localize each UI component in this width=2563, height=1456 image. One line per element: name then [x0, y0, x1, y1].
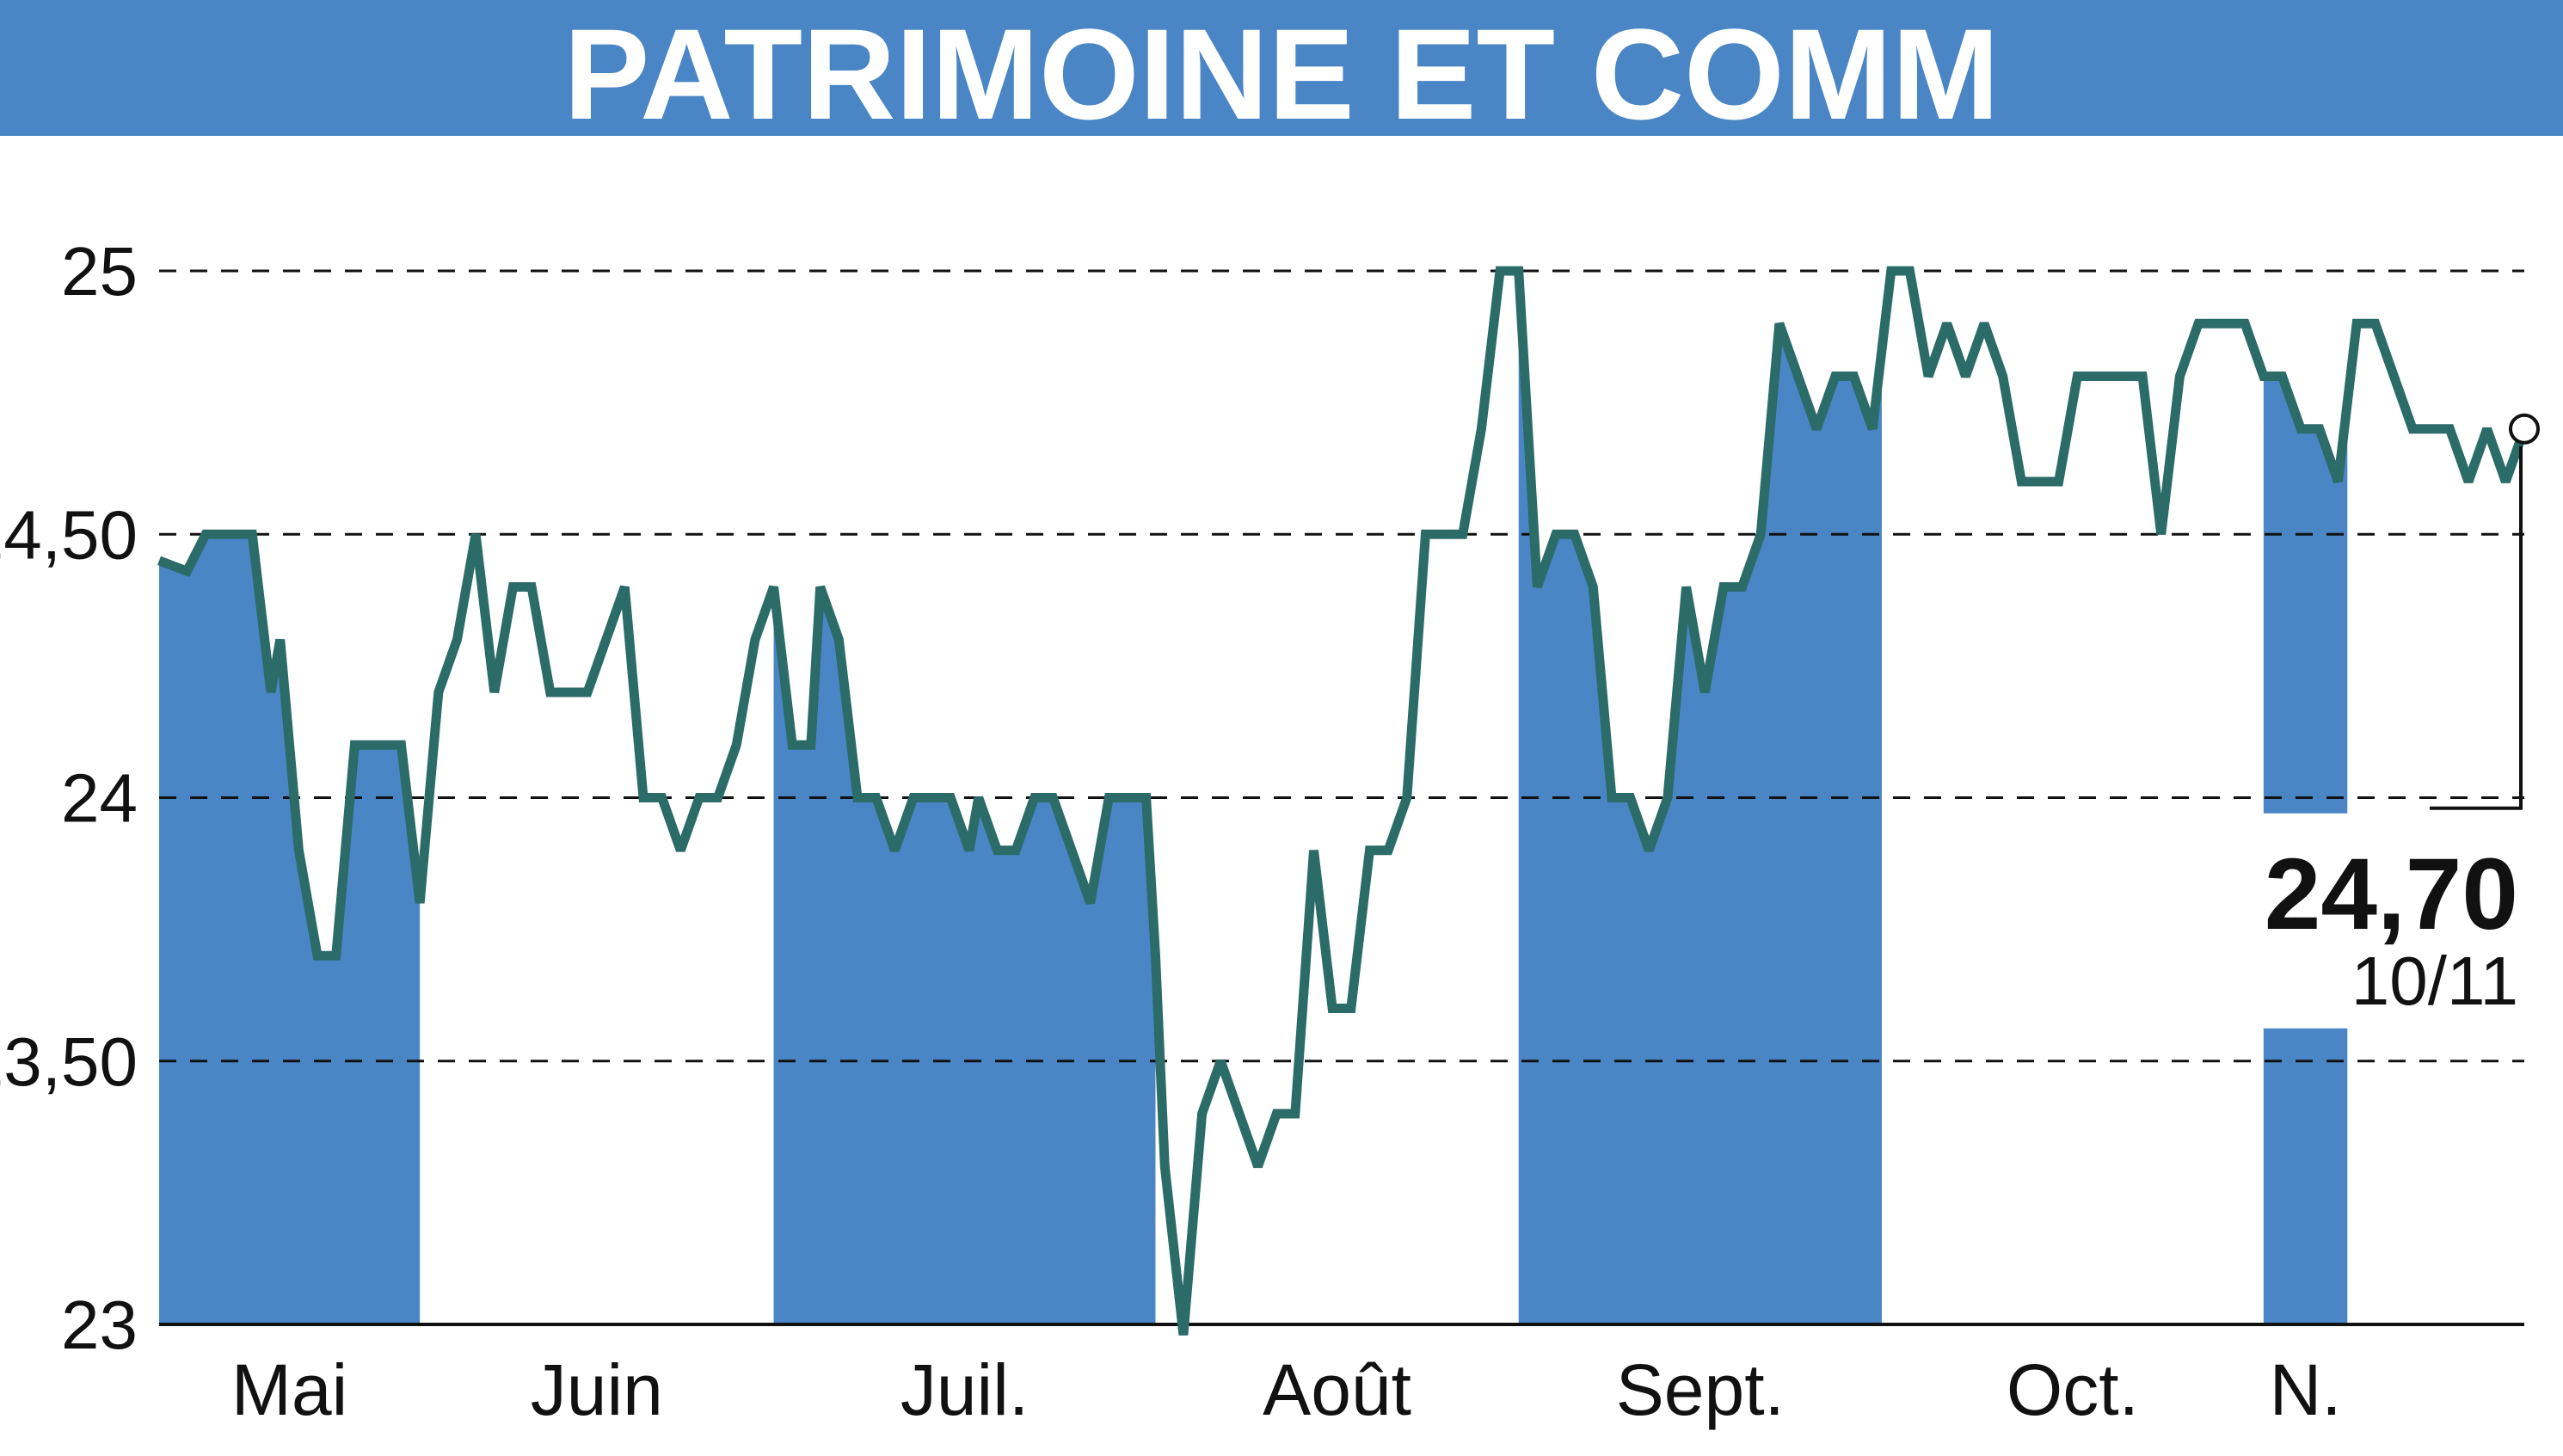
- title-band: [0, 0, 2563, 136]
- last-point-marker: [2509, 413, 2540, 445]
- y-tick-label: 24,50: [0, 496, 138, 573]
- last-value-box: [2253, 813, 2529, 1029]
- price-line: [157, 266, 2529, 1336]
- last-value-leader: [2430, 445, 2523, 810]
- x-tick-label: Oct.: [2007, 1349, 2139, 1430]
- y-tick-label: 25: [61, 233, 138, 310]
- chart-title: PATRIMOINE ET COMM: [563, 2, 1999, 146]
- x-tick-label: Août: [1263, 1349, 1411, 1430]
- x-tick-label: N.: [2270, 1349, 2342, 1430]
- y-tick-label: 23: [61, 1287, 138, 1363]
- last-value-label: 24,70: [2265, 838, 2518, 951]
- shaded-band-0: [159, 534, 421, 1324]
- y-tick-label: 24: [61, 760, 138, 837]
- shaded-band-2: [773, 587, 1156, 1324]
- x-tick-label: Juil.: [900, 1349, 1029, 1430]
- x-tick-label: Mai: [231, 1349, 347, 1430]
- y-tick-label: 23,50: [0, 1023, 138, 1100]
- shaded-band-4: [1518, 271, 1882, 1324]
- last-date-label: 10/11: [2351, 943, 2518, 1019]
- x-tick-label: Juin: [531, 1349, 663, 1430]
- x-tick-label: Sept.: [1616, 1349, 1785, 1430]
